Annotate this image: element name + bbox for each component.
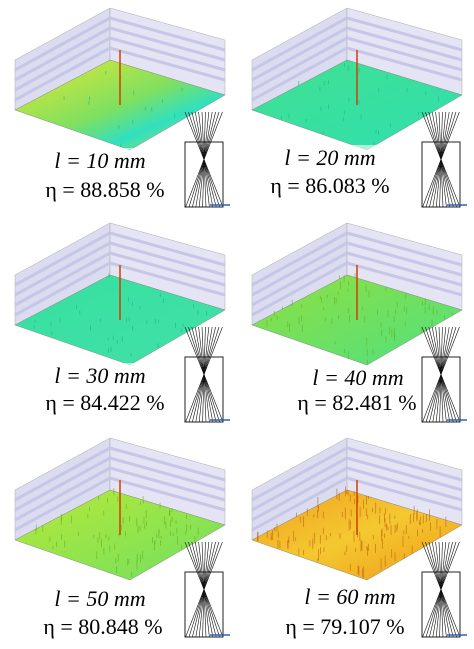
wall-stripe — [346, 36, 463, 72]
length-label: l = 30 mm — [54, 363, 145, 388]
wall-stripe — [14, 456, 111, 512]
wall-stripe — [109, 36, 226, 72]
wall-stripe — [251, 261, 348, 317]
wall-stripe — [346, 16, 463, 52]
wall-stripe — [251, 251, 348, 307]
label-bg — [42, 586, 158, 636]
ray — [422, 111, 460, 208]
wall-stripe — [251, 241, 348, 297]
wall-stripe — [251, 231, 348, 287]
wall-stripe — [109, 456, 226, 492]
wall-stripe — [14, 251, 111, 307]
panel: l = 20 mm η = 86.083 % — [251, 7, 467, 208]
label-bg — [292, 584, 408, 634]
ray — [185, 541, 223, 638]
wall-stripe — [109, 446, 226, 482]
wall-stripe — [109, 251, 226, 287]
wall-stripe — [14, 231, 111, 287]
length-label: l = 60 mm — [304, 584, 395, 609]
ray — [422, 541, 460, 638]
wall-stripe — [109, 261, 226, 297]
wall-stripe — [346, 466, 463, 502]
wall-stripe — [109, 16, 226, 52]
wall-stripe — [14, 16, 111, 72]
wall-stripe — [109, 231, 226, 267]
wall-stripe — [251, 36, 348, 92]
ray — [185, 326, 223, 423]
wall-stripe — [109, 476, 226, 512]
wall-stripe — [346, 241, 463, 277]
length-label: l = 20 mm — [284, 145, 375, 170]
wall-stripe — [346, 26, 463, 62]
panel: l = 30 mmη = 84.422 % — [14, 222, 230, 423]
wall-stripe — [109, 466, 226, 502]
efficiency-label: η = 79.107 % — [285, 614, 404, 639]
wall-stripe — [346, 261, 463, 297]
efficiency-label: η = 84.422 % — [45, 390, 164, 415]
wall-stripe — [251, 446, 348, 502]
label-bg — [272, 145, 388, 195]
efficiency-label: η = 86.083 % — [270, 173, 389, 198]
efficiency-label: η = 80.848 % — [43, 614, 162, 639]
wall-stripe — [14, 261, 111, 317]
label-bg — [42, 363, 158, 413]
wall-stripe — [251, 456, 348, 512]
wall-stripe — [346, 231, 463, 267]
ray-inset — [184, 571, 224, 638]
wall-stripe — [346, 251, 463, 287]
wall-stripe — [14, 36, 111, 92]
wall-stripe — [251, 46, 348, 102]
wall-stripe — [14, 26, 111, 82]
wall-stripe — [251, 476, 348, 532]
ray — [185, 111, 223, 208]
wall-stripe — [109, 26, 226, 62]
wall-stripe — [346, 446, 463, 482]
wall-stripe — [14, 476, 111, 532]
label-bg — [42, 148, 158, 198]
panel: l = 50 mm η = 80.848 % — [14, 437, 230, 639]
wall-stripe — [346, 456, 463, 492]
wall-stripe — [14, 241, 111, 297]
wall-stripe — [14, 46, 111, 102]
length-label: l = 50 mm — [54, 586, 145, 611]
wall-stripe — [251, 466, 348, 522]
wall-stripe — [251, 26, 348, 82]
length-label: l = 10 mm — [54, 148, 145, 173]
panel: l = 40 mmη = 82.481 % — [251, 222, 467, 423]
ray — [422, 326, 460, 423]
efficiency-label: η = 88.858 % — [45, 177, 164, 202]
wall-stripe — [14, 466, 111, 522]
length-label: l = 40 mm — [312, 365, 403, 390]
wall-stripe — [109, 241, 226, 277]
wall-stripe — [346, 476, 463, 512]
wall-stripe — [109, 46, 226, 82]
panel: l = 10 mm η = 88.858 % — [14, 7, 230, 208]
wall-stripe — [346, 46, 463, 82]
efficiency-label: η = 82.481 % — [297, 390, 416, 415]
wall-stripe — [251, 16, 348, 72]
wall-stripe — [14, 446, 111, 502]
panel: l = 60 mm η = 79.107 % — [251, 437, 467, 639]
label-bg — [300, 365, 416, 415]
